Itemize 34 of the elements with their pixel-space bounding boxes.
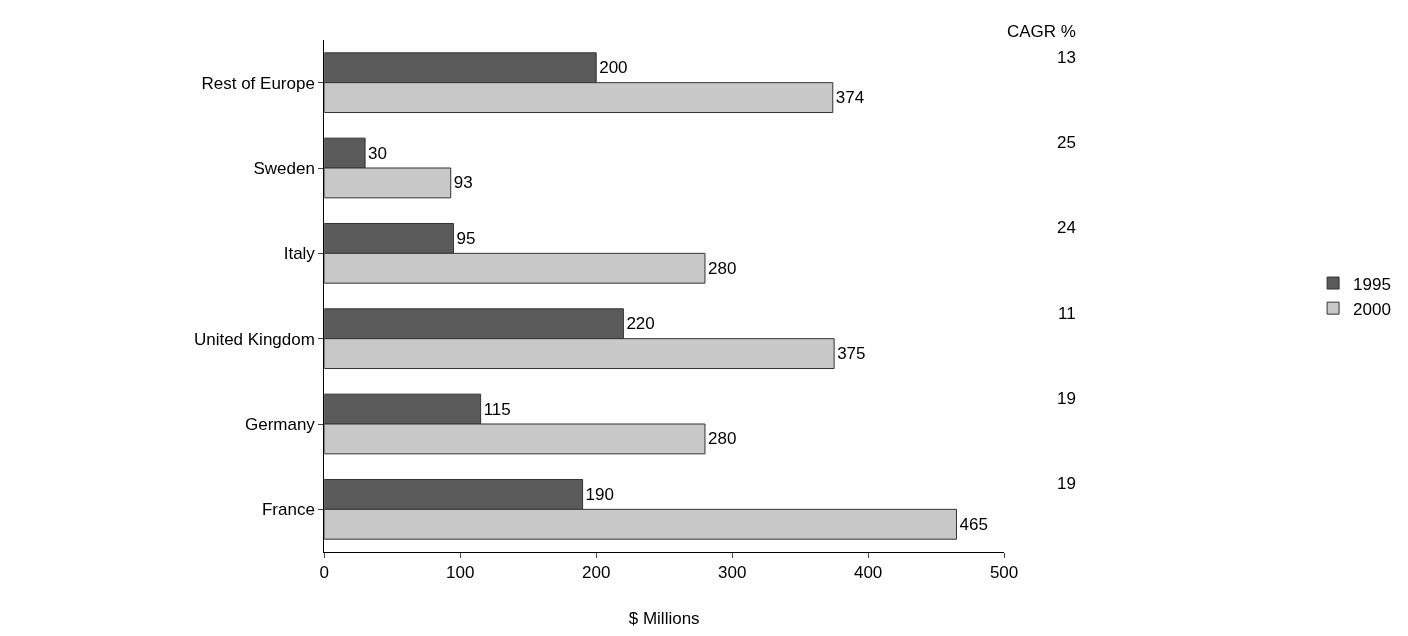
x-tick-label: 300: [717, 563, 747, 583]
legend-label: 1995: [1353, 274, 1391, 294]
data-label: 465: [959, 514, 988, 534]
text: 19: [1057, 474, 1076, 493]
data-label: 375: [837, 344, 866, 364]
data-label: 280: [707, 429, 737, 449]
data-label: 30: [368, 143, 387, 163]
y-tick-label: Sweden: [253, 158, 315, 178]
text: CAGR %: [1007, 22, 1076, 41]
x-axis-title: $ Millions: [628, 608, 700, 628]
data-label: 200: [599, 58, 628, 78]
legend-label: 2000: [1353, 299, 1391, 319]
y-tick-label: Rest of Europe: [201, 73, 315, 93]
text: 13: [1057, 48, 1076, 67]
text: 25: [1057, 133, 1076, 152]
text: 24: [1057, 218, 1076, 237]
x-tick-label: 200: [582, 563, 611, 583]
data-label: 190: [585, 484, 614, 504]
data-label: 220: [626, 314, 655, 334]
y-tick-label: United Kingdom: [193, 329, 315, 349]
y-tick-label: France: [261, 500, 315, 520]
data-label: 115: [483, 399, 511, 419]
data-label: 95: [456, 228, 476, 248]
x-tick-label: 400: [853, 563, 883, 583]
y-tick-label: Italy: [283, 244, 316, 264]
x-tick-label: 500: [989, 563, 1019, 583]
text: 19: [1057, 389, 1076, 408]
data-label: 374: [835, 88, 865, 108]
x-tick-label: 100: [446, 563, 475, 583]
y-tick-label: Germany: [244, 414, 316, 434]
text: 11: [1058, 304, 1076, 323]
data-label: 280: [707, 258, 737, 278]
x-tick-label: 0: [319, 563, 330, 583]
data-label: 93: [453, 173, 473, 193]
